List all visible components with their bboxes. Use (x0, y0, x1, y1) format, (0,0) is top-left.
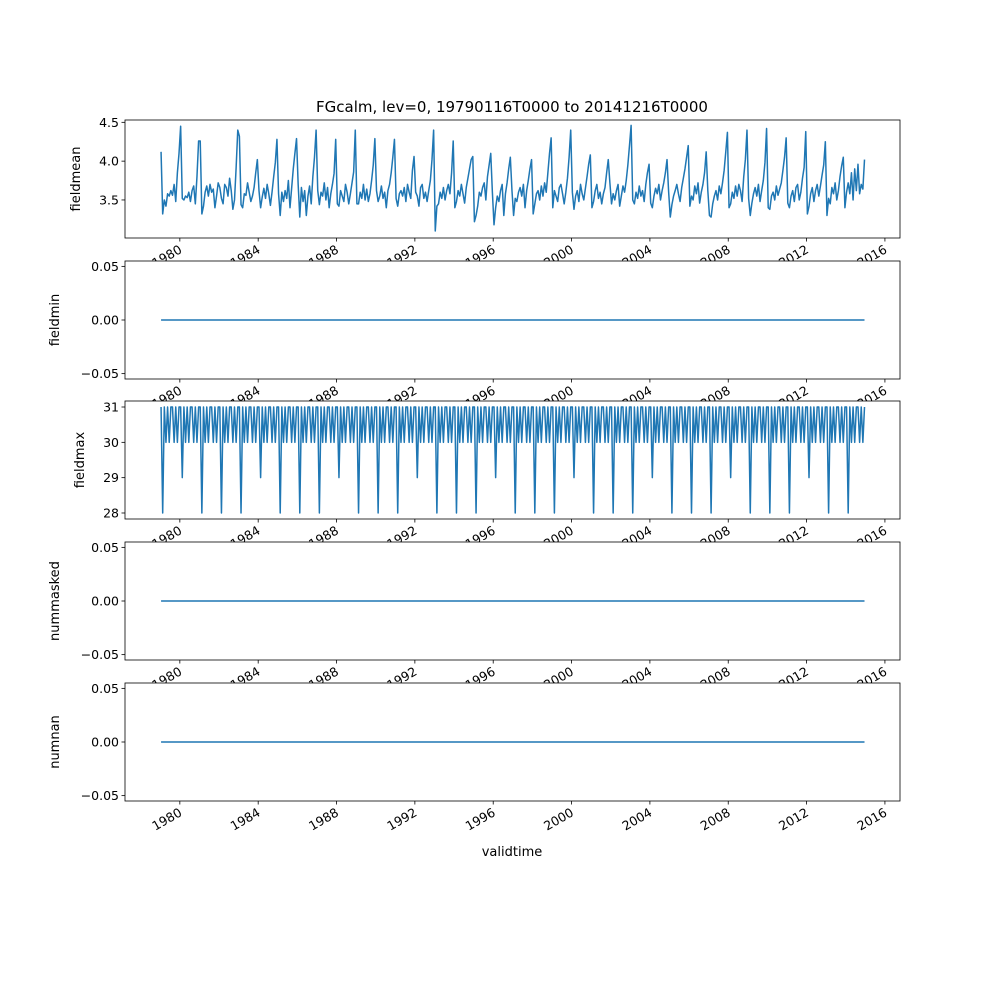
y-tick-label: 29 (103, 470, 119, 485)
y-tick-label: 30 (103, 435, 119, 450)
y-axis-label: nummasked (48, 561, 63, 641)
axes-frame (124, 119, 901, 239)
y-tick-label: 31 (103, 400, 119, 415)
y-tick-label: 3.5 (99, 192, 119, 207)
y-tick-label: 0.05 (91, 681, 119, 696)
y-tick-label: 0.05 (91, 259, 119, 274)
x-axis-label: validtime (482, 845, 543, 860)
axes-background (125, 120, 900, 238)
axes-frame (124, 400, 901, 520)
y-tick-label: 0.00 (91, 313, 119, 328)
y-axis-label: fieldmean (69, 147, 84, 212)
series-line-fieldmean (160, 124, 866, 232)
y-tick-label: 28 (103, 505, 119, 520)
y-tick-label: 4.0 (99, 154, 119, 169)
y-tick-label: 0.00 (91, 735, 119, 750)
y-tick-label: 0.00 (91, 594, 119, 609)
y-tick-label: −0.05 (81, 366, 119, 381)
y-axis-label: fieldmax (73, 432, 88, 489)
series-line-fieldmax (160, 406, 866, 514)
y-axis-label: fieldmin (48, 294, 63, 347)
y-tick-label: 4.5 (99, 115, 119, 130)
y-tick-label: −0.05 (81, 647, 119, 662)
y-axis-label: numnan (48, 715, 63, 769)
chart-title: FGcalm, lev=0, 19790116T0000 to 20141216… (316, 98, 708, 116)
y-tick-label: 0.05 (91, 540, 119, 555)
y-tick-label: −0.05 (81, 788, 119, 803)
